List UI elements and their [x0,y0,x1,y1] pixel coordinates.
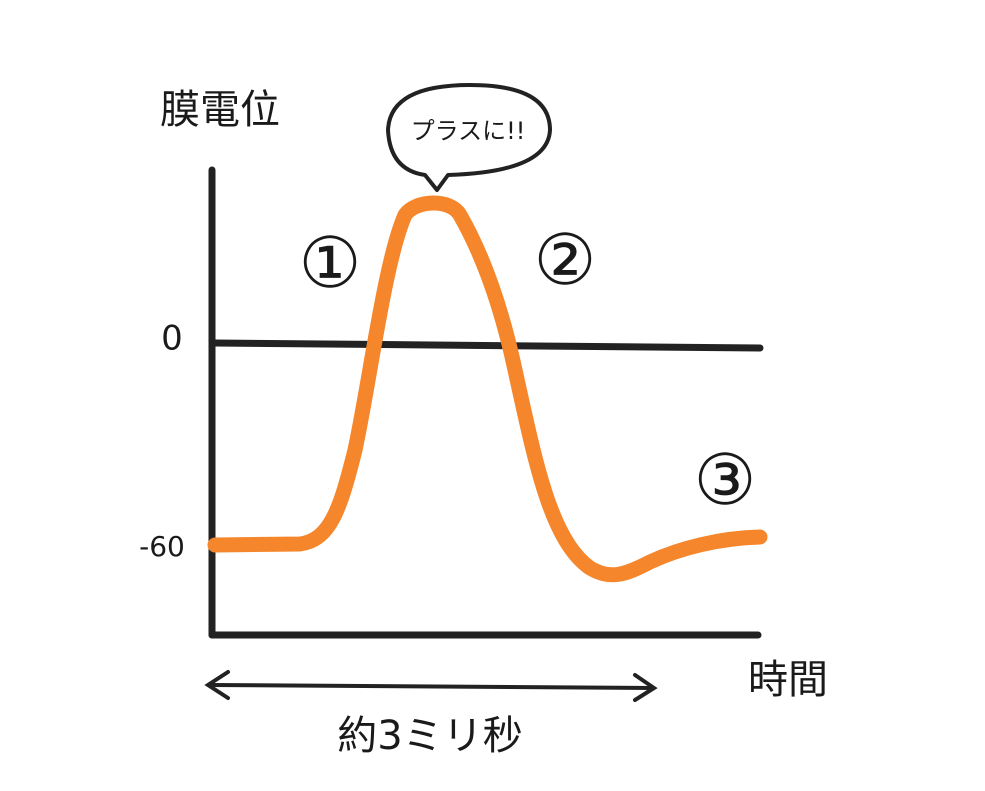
marker: ③ [694,439,757,521]
arrow-head [204,670,230,700]
zero-line [210,339,764,352]
duration-arrow [204,670,658,702]
callout: プラスに!! [386,83,552,192]
potential-curve [207,195,768,583]
callout-text: プラスに!! [411,117,526,145]
tick-label: -60 [139,530,185,563]
speech-bubble [386,83,552,192]
marker: ① [299,222,362,304]
tick-label: 0 [161,319,183,359]
arrow-head [633,673,658,702]
duration-label: 約3ミリ秒 [337,713,522,759]
y-axis-label: 膜電位 [160,87,280,133]
arrow-line [208,683,654,690]
x-axis-label: 時間 [748,657,828,703]
marker: ② [534,219,597,301]
